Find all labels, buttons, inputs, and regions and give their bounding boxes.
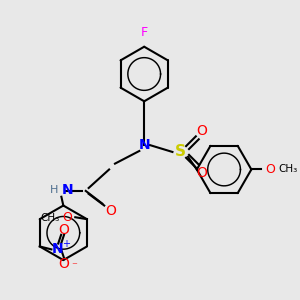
Text: O: O — [62, 211, 72, 224]
Text: O: O — [265, 163, 275, 176]
Text: O: O — [196, 167, 207, 180]
Text: F: F — [141, 26, 148, 39]
Text: O: O — [58, 257, 70, 271]
Text: CH₃: CH₃ — [279, 164, 298, 175]
Text: H: H — [50, 185, 58, 195]
Text: O: O — [106, 204, 116, 218]
Text: +: + — [62, 238, 70, 248]
Text: N: N — [51, 242, 63, 256]
Text: O: O — [196, 124, 207, 137]
Text: S: S — [175, 144, 186, 159]
Text: ⁻: ⁻ — [71, 261, 77, 271]
Text: N: N — [138, 138, 150, 152]
Text: N: N — [61, 183, 73, 197]
Text: O: O — [58, 223, 70, 237]
Text: CH₃: CH₃ — [40, 213, 60, 223]
